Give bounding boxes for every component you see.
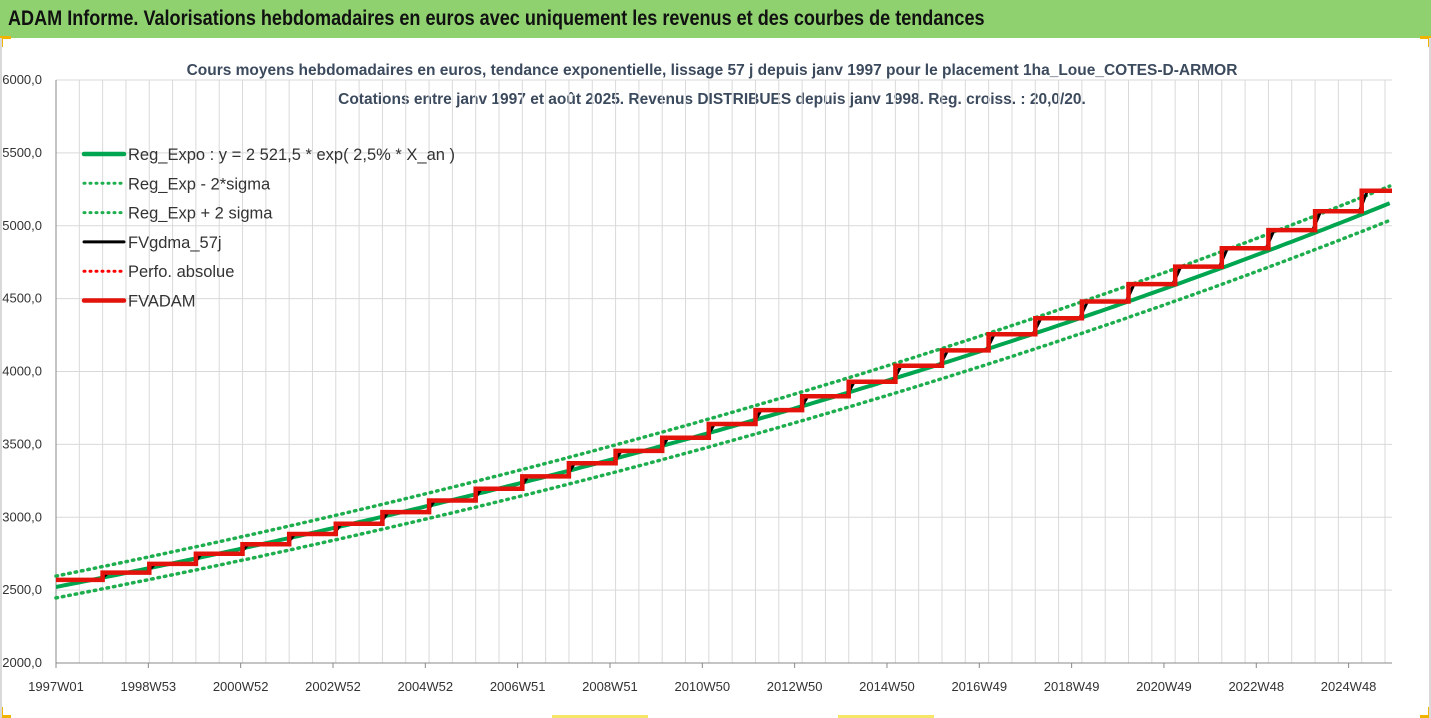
report-title: ADAM Informe. Valorisations hebdomadaire…	[8, 7, 985, 30]
y-tick-label: 2000,0	[2, 655, 42, 670]
y-tick-label: 5500,0	[2, 145, 42, 160]
legend-entry: Reg_Exp + 2 sigma	[128, 205, 273, 223]
y-tick-label: 3000,0	[2, 509, 42, 524]
legend-entry: FVgdma_57j	[128, 234, 222, 252]
chart-frame-left	[0, 38, 2, 718]
series-reg-expo	[55, 201, 1391, 589]
y-tick-label: 5000,0	[2, 218, 42, 233]
legend-entry: Reg_Expo : y = 2 521,5 * exp( 2,5% * X_a…	[128, 146, 455, 164]
chart-subtitle: Cotations entre janv 1997 et août 2025. …	[338, 91, 1086, 108]
series-reg-exp-plus-2-sigma	[54, 184, 1392, 578]
y-tick-label: 2500,0	[2, 582, 42, 597]
gridlines	[55, 79, 1392, 664]
y-axis-tick-labels: 2000,0 2500,0 3000,0 3500,0 4000,0 4500,0 5000…	[2, 72, 42, 670]
series-perfo-absolue	[56, 189, 1392, 581]
x-tick-label: 2006W51	[490, 679, 546, 694]
x-tick-label: 2002W52	[305, 679, 361, 694]
x-axis-tick-labels: 1997W01 1998W53 2000W52 2002W52 2004W52 2006W…	[28, 679, 1376, 694]
series-lines	[54, 184, 1392, 600]
x-tick-label: 2014W50	[859, 679, 915, 694]
x-tick-label: 2018W49	[1044, 679, 1100, 694]
chart-frame-right	[1429, 38, 1431, 718]
selection-handle-bottom-a[interactable]	[552, 715, 648, 718]
y-tick-label: 6000,0	[2, 72, 42, 87]
axes	[55, 80, 1392, 668]
y-tick-label: 4500,0	[2, 291, 42, 306]
report-header: ADAM Informe. Valorisations hebdomadaire…	[0, 0, 1431, 38]
x-tick-label: 2024W48	[1321, 679, 1377, 694]
legend-entry: Reg_Exp - 2*sigma	[128, 175, 271, 193]
series-fvgdma-57j	[56, 189, 1392, 582]
x-tick-label: 2000W52	[213, 679, 269, 694]
legend-entry: Perfo. absolue	[128, 263, 234, 281]
series-reg-exp-minus-2-sigma	[54, 218, 1392, 600]
selection-handle-bottom-b[interactable]	[838, 715, 934, 718]
y-tick-label: 3500,0	[2, 436, 42, 451]
x-tick-label: 1998W53	[121, 679, 177, 694]
legend-entry: FVADAM	[128, 293, 196, 311]
legend: Reg_Expo : y = 2 521,5 * exp( 2,5% * X_a…	[81, 146, 455, 311]
chart-title: Cours moyens hebdomadaires en euros, ten…	[187, 62, 1238, 79]
x-tick-label: 2010W50	[674, 679, 730, 694]
x-tick-label: 2016W49	[951, 679, 1007, 694]
x-tick-label: 2008W51	[582, 679, 638, 694]
x-tick-label: 1997W01	[28, 679, 84, 694]
x-tick-label: 2022W48	[1228, 679, 1284, 694]
x-tick-label: 2004W52	[397, 679, 453, 694]
x-tick-label: 2012W50	[767, 679, 823, 694]
y-tick-label: 4000,0	[2, 364, 42, 379]
x-tick-label: 2020W49	[1136, 679, 1192, 694]
series-fvadam	[56, 188, 1392, 583]
